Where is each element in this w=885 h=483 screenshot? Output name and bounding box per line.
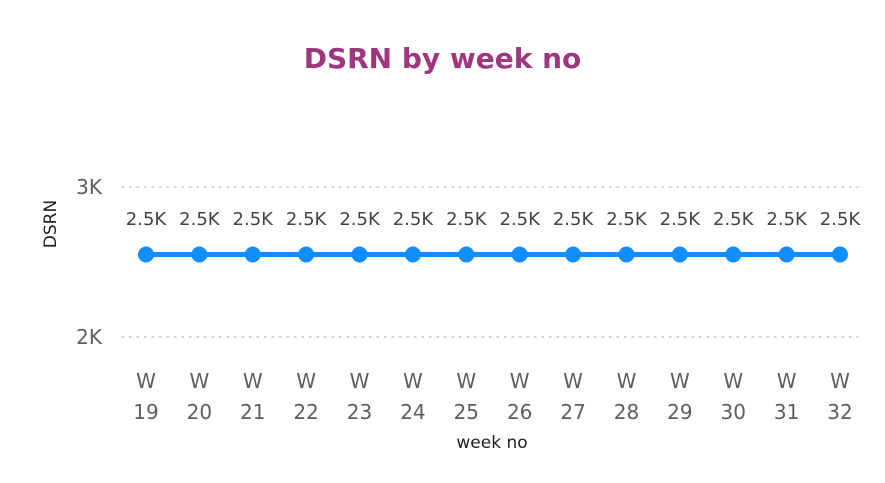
x-tick-label-line: 19 bbox=[133, 400, 158, 424]
chart-title: DSRN by week no bbox=[303, 42, 582, 75]
x-tick-label: W 32 bbox=[827, 369, 852, 424]
series-layer bbox=[138, 246, 848, 263]
y-axis-ticks: 3K 2K bbox=[76, 175, 103, 349]
data-label: 2.5K bbox=[606, 209, 648, 230]
x-tick-label-line: W bbox=[830, 369, 850, 393]
data-point bbox=[298, 246, 315, 263]
data-point bbox=[671, 246, 688, 263]
data-label: 2.5K bbox=[553, 209, 595, 230]
data-label: 2.5K bbox=[499, 209, 541, 230]
x-tick-label-line: 26 bbox=[507, 400, 532, 424]
data-label: 2.5K bbox=[766, 209, 808, 230]
data-label: 2.5K bbox=[393, 209, 435, 230]
data-point bbox=[404, 246, 421, 263]
data-label: 2.5K bbox=[286, 209, 328, 230]
y-tick-label: 2K bbox=[76, 325, 103, 349]
x-tick-label-line: W bbox=[670, 369, 690, 393]
x-tick-label-line: 27 bbox=[560, 400, 585, 424]
data-point bbox=[138, 246, 154, 263]
x-tick-label-line: W bbox=[136, 369, 156, 393]
data-point bbox=[565, 246, 582, 263]
data-label: 2.5K bbox=[126, 209, 168, 230]
data-point bbox=[458, 246, 475, 263]
x-tick-label-line: W bbox=[723, 369, 743, 393]
x-tick-label-line: W bbox=[563, 369, 583, 393]
x-tick-label: W 21 bbox=[240, 369, 265, 424]
data-label: 2.5K bbox=[233, 209, 275, 230]
x-tick-label-line: 21 bbox=[240, 400, 265, 424]
data-label: 2.5K bbox=[179, 209, 221, 230]
x-tick-label-line: 23 bbox=[347, 400, 372, 424]
x-tick-label-line: W bbox=[456, 369, 476, 393]
x-tick-label-line: W bbox=[403, 369, 423, 393]
x-tick-label-line: W bbox=[617, 369, 637, 393]
x-tick-label-line: W bbox=[777, 369, 797, 393]
x-tick-label-line: W bbox=[510, 369, 530, 393]
x-tick-label-line: W bbox=[189, 369, 209, 393]
x-tick-label: W 25 bbox=[454, 369, 479, 424]
x-tick-label-line: 29 bbox=[667, 400, 692, 424]
data-point bbox=[778, 246, 795, 263]
x-tick-label-line: 25 bbox=[454, 400, 479, 424]
data-label: 2.5K bbox=[446, 209, 488, 230]
x-tick-label-line: 20 bbox=[187, 400, 212, 424]
x-tick-label: W 22 bbox=[293, 369, 318, 424]
data-label: 2.5K bbox=[820, 209, 862, 230]
x-tick-label: W 27 bbox=[560, 369, 585, 424]
x-tick-label: W 19 bbox=[133, 369, 158, 424]
x-tick-label-line: 24 bbox=[400, 400, 425, 424]
x-tick-label: W 23 bbox=[347, 369, 372, 424]
x-tick-label: W 29 bbox=[667, 369, 692, 424]
data-point bbox=[244, 246, 261, 263]
data-label: 2.5K bbox=[713, 209, 755, 230]
x-axis-ticks: W 19W 20W 21W 22W 23W 24W 25W 26W 27W 28W 29W 30W 31W… bbox=[133, 369, 852, 424]
data-point bbox=[351, 246, 368, 263]
x-tick-label: W 24 bbox=[400, 369, 425, 424]
data-point bbox=[511, 246, 528, 263]
x-tick-label-line: 30 bbox=[721, 400, 746, 424]
x-axis-title: week no bbox=[456, 433, 527, 453]
x-tick-label-line: W bbox=[350, 369, 370, 393]
x-tick-label-line: 32 bbox=[827, 400, 852, 424]
gridlines bbox=[121, 186, 859, 338]
x-tick-label: W 20 bbox=[187, 369, 212, 424]
data-label: 2.5K bbox=[660, 209, 702, 230]
x-tick-label: W 30 bbox=[721, 369, 746, 424]
y-axis-title: DSRN bbox=[41, 200, 61, 248]
x-tick-label-line: 22 bbox=[293, 400, 318, 424]
x-tick-label: W 28 bbox=[614, 369, 639, 424]
data-point bbox=[725, 246, 742, 263]
x-tick-label-line: 28 bbox=[614, 400, 639, 424]
data-point bbox=[832, 246, 848, 263]
x-tick-label: W 31 bbox=[774, 369, 799, 424]
x-tick-label-line: 31 bbox=[774, 400, 799, 424]
x-tick-label-line: W bbox=[296, 369, 316, 393]
data-labels: 2.5K 2.5K 2.5K 2.5K 2.5K 2.5K 2.5K 2.5K 2.5K 2.5K… bbox=[126, 209, 862, 230]
data-label: 2.5K bbox=[339, 209, 381, 230]
data-point bbox=[191, 246, 208, 263]
data-point bbox=[618, 246, 635, 263]
x-tick-label: W 26 bbox=[507, 369, 532, 424]
x-tick-label-line: W bbox=[243, 369, 263, 393]
y-tick-label: 3K bbox=[76, 175, 103, 199]
